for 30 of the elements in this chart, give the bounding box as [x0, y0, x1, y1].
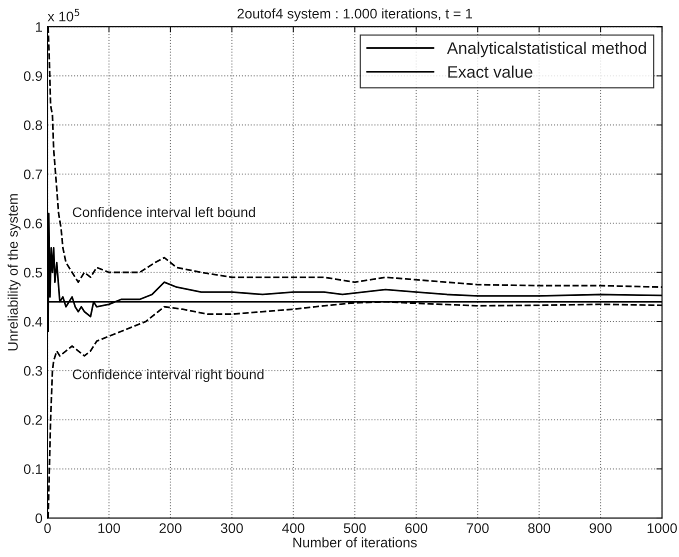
x-axis-title: Number of iterations — [293, 537, 417, 548]
y-tick-label: 0.4 — [24, 316, 42, 327]
y-tick-label: 0.9 — [24, 71, 42, 82]
text: x 10$^{5}$ — [48, 8, 80, 22]
annotation: Confidence interval left bound — [72, 206, 255, 218]
x-tick-label: 500 — [344, 523, 366, 534]
x-tick-label: 0 — [44, 523, 51, 534]
y-axis-title: Unreliability of the system — [8, 194, 21, 350]
chart-title: 2outof4 system : 1.000 iterations, t = 1 — [238, 8, 472, 22]
x-tick-label: 800 — [528, 523, 550, 534]
y-tick-label: 0.8 — [24, 120, 42, 130]
x-tick-label: 200 — [160, 523, 182, 534]
legend-label: Analyticalstatistical method — [446, 42, 646, 58]
y-tick-label: 0.1 — [24, 464, 42, 474]
y-tick-label: 0.2 — [24, 415, 42, 425]
annotation: Confidence interval right bound — [72, 369, 264, 382]
x-tick-label: 1000 — [648, 523, 677, 534]
y-tick-label: 0.6 — [24, 218, 42, 228]
x-tick-label: 400 — [282, 523, 304, 534]
x-tick-label: 600 — [405, 523, 428, 534]
x-tick-label: 700 — [466, 523, 489, 534]
y-tick-label: 0 — [35, 513, 42, 524]
x-tick-label: 900 — [590, 523, 612, 534]
x-tick-label: 300 — [220, 523, 243, 534]
y-tick-label: 0.5 — [24, 268, 42, 278]
legend-label: Exact value — [448, 66, 532, 78]
y-tick-label: 1 — [36, 22, 42, 32]
y-tick-label: 0.3 — [24, 366, 42, 376]
x-tick-label: 100 — [98, 523, 120, 534]
y-tick-label: 0.7 — [24, 169, 42, 180]
